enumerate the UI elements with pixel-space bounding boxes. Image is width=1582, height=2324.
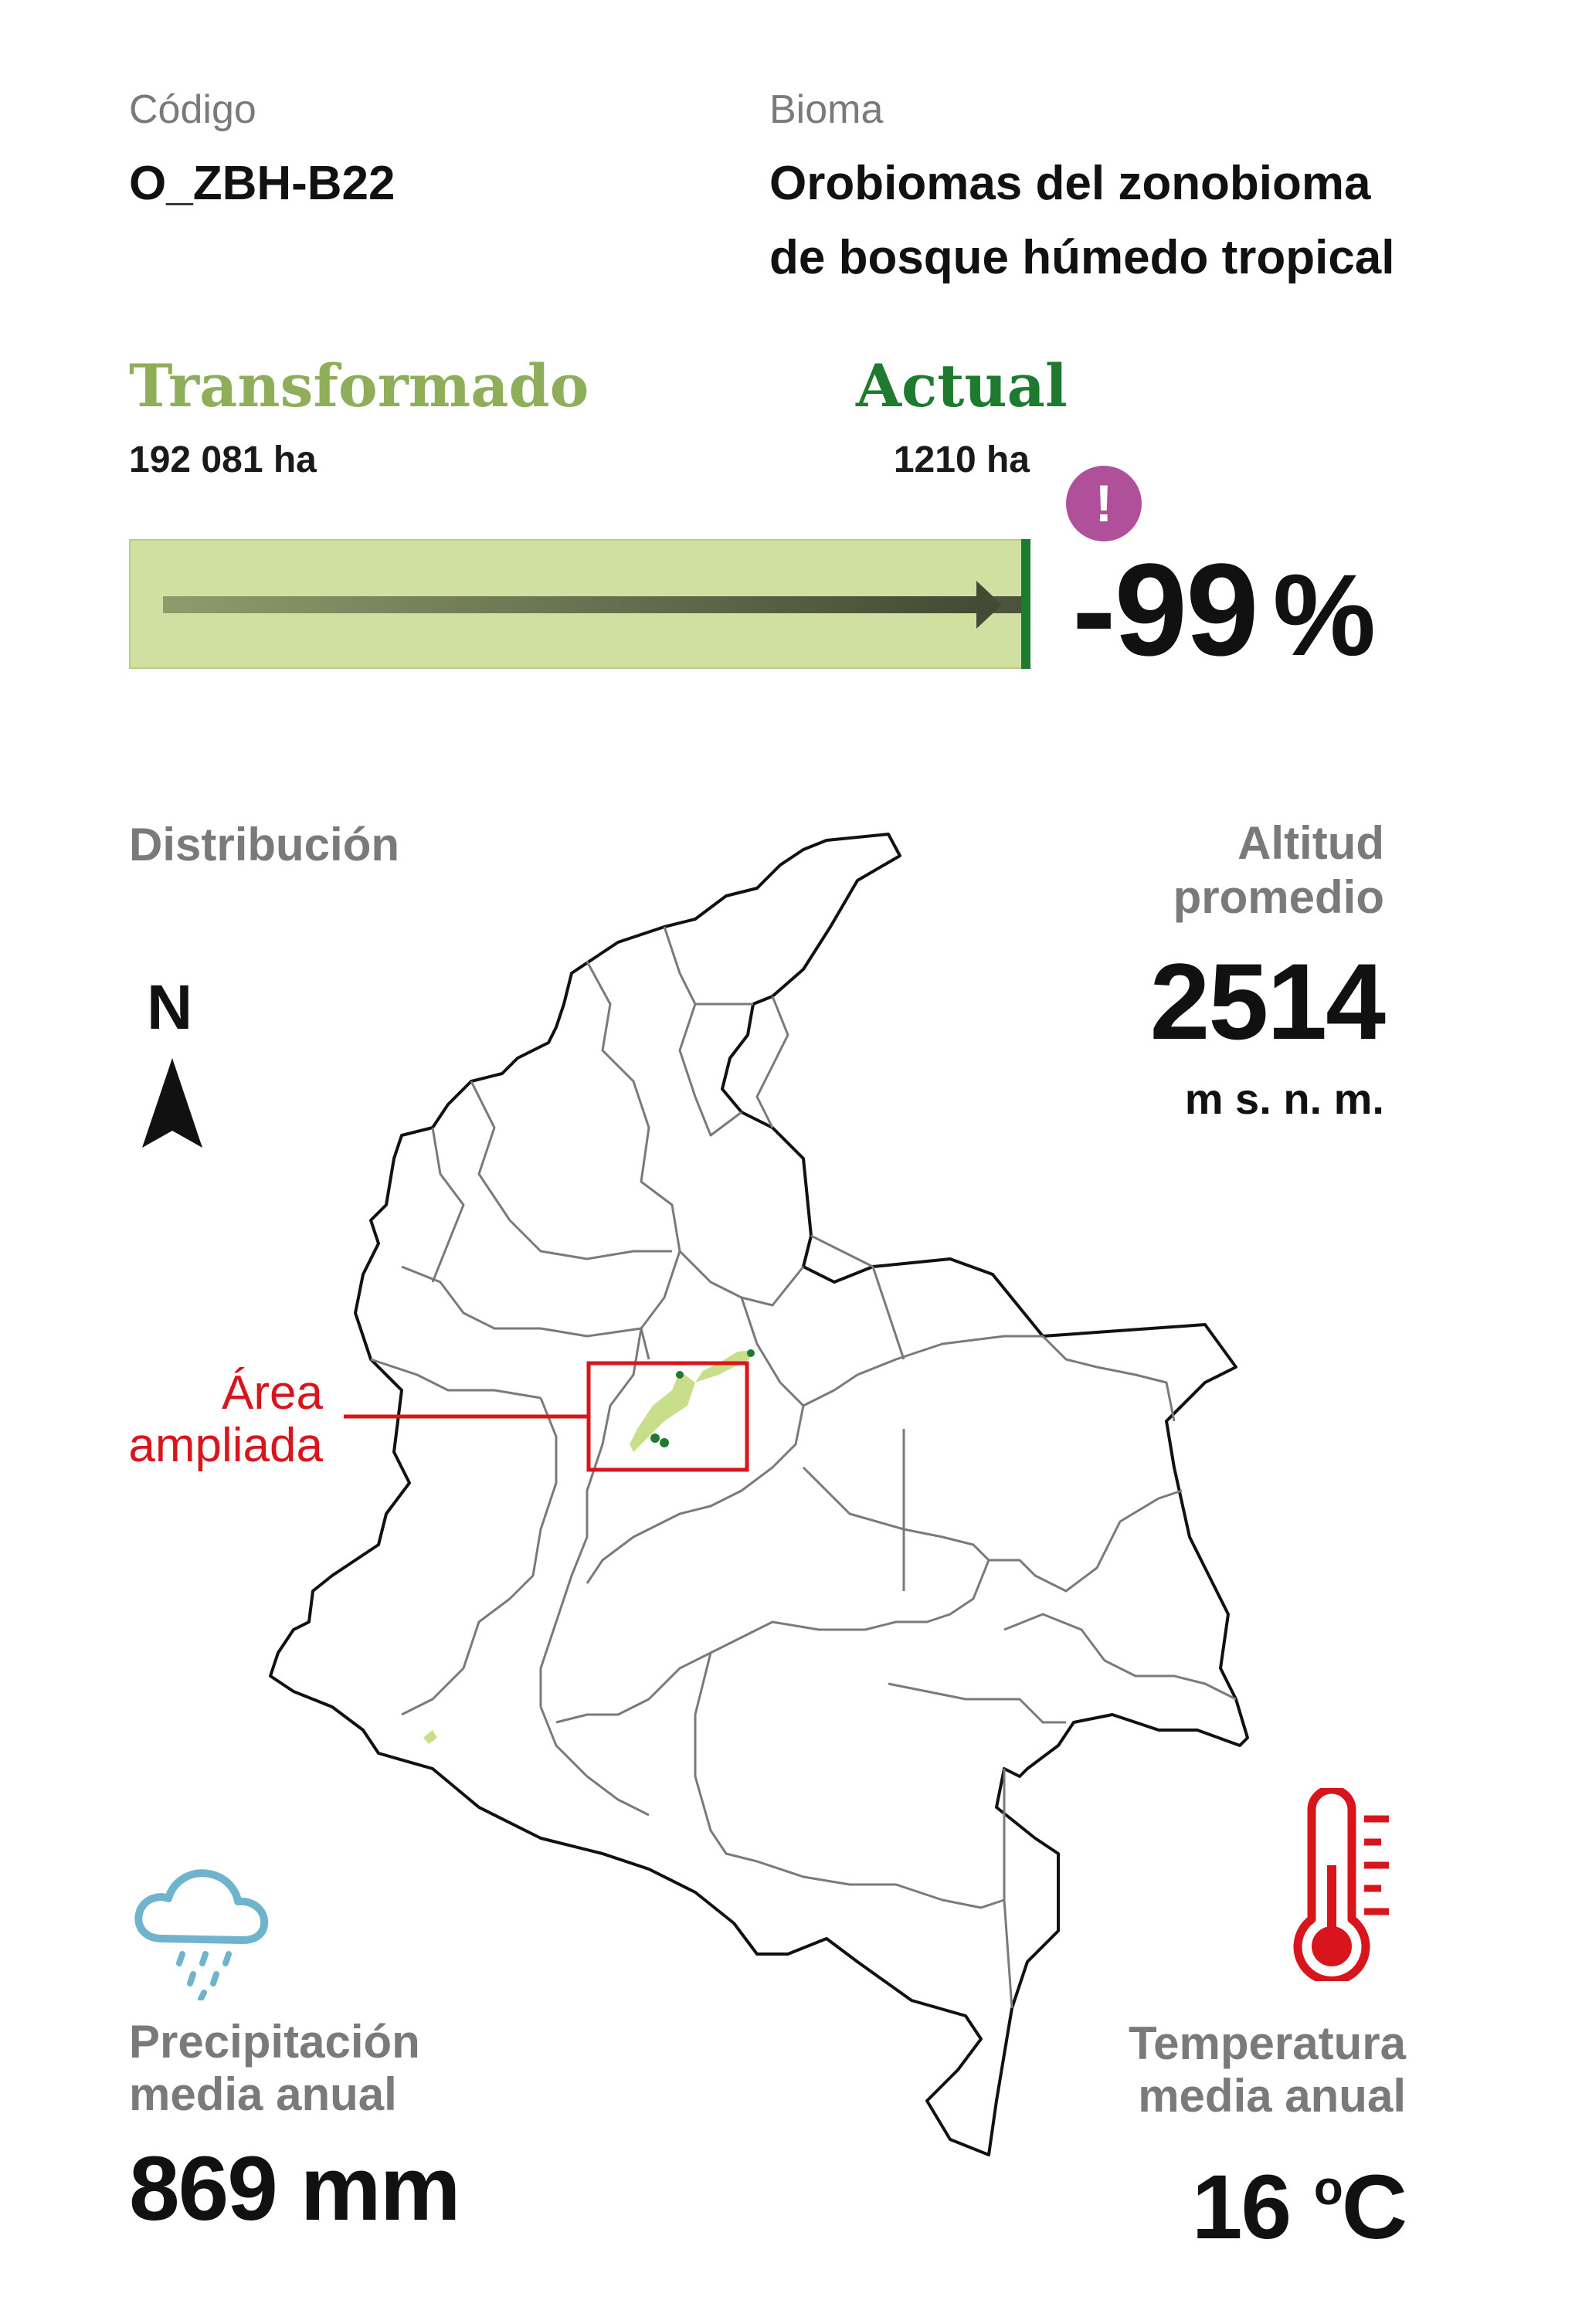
callout-line-2: ampliada <box>128 1419 323 1472</box>
bioma-line-2: de bosque húmedo tropical <box>769 231 1395 284</box>
precipitacion-label-2: media anual <box>129 2068 397 2120</box>
transformado-label: Transformado <box>129 351 589 420</box>
bioma-patch <box>630 1371 695 1452</box>
exclamation-icon: ! <box>1066 466 1142 541</box>
actual-label: Actual <box>856 351 1068 420</box>
bioma-patch <box>423 1730 437 1744</box>
actual-point <box>660 1438 669 1447</box>
temperatura-label-2: media anual <box>1138 2070 1406 2122</box>
codigo-value: O_ZBH-B22 <box>129 157 396 210</box>
precipitacion-value: 869 mm <box>129 2138 461 2240</box>
altitud-value: 2514 <box>1149 941 1386 1062</box>
bioma-label: Bioma <box>769 87 884 132</box>
thermometer-icon <box>1293 1788 1389 1981</box>
percent-value: -99 <box>1072 537 1259 684</box>
precipitacion-label-1: Precipitación <box>129 2016 420 2068</box>
temperatura-value-row: 16 oC <box>1066 2139 1407 2258</box>
actual-value: 1210 ha <box>893 439 1030 480</box>
actual-bar <box>1021 539 1030 669</box>
temperatura-degree: o <box>1313 2162 1343 2215</box>
transformado-bar <box>129 539 1030 669</box>
actual-point <box>676 1371 684 1379</box>
bioma-patch <box>695 1350 753 1383</box>
temperatura-value: 16 <box>1191 2156 1292 2258</box>
transformado-value: 192 081 ha <box>129 439 317 480</box>
colombia-map <box>269 833 1249 2156</box>
temperatura-label-1: Temperatura <box>1128 2017 1406 2069</box>
north-arrow-icon <box>142 1058 202 1148</box>
reduction-arrow <box>163 581 1029 629</box>
codigo-label: Código <box>129 87 256 132</box>
bioma-line-1: Orobiomas del zonobioma <box>769 157 1371 210</box>
callout-line-1: Área <box>222 1366 323 1420</box>
actual-point <box>650 1433 660 1443</box>
altitud-unit: m s. n. m. <box>1184 1074 1384 1123</box>
percent-unit: % <box>1272 550 1376 680</box>
distribucion-label: Distribución <box>129 819 400 870</box>
rain-cloud-icon <box>134 1869 269 2000</box>
actual-point <box>747 1349 755 1357</box>
percent-change: -99% <box>1072 541 1376 684</box>
altitud-label-1: Altitud <box>1237 817 1384 869</box>
north-label: N <box>147 972 193 1043</box>
altitud-label-2: promedio <box>1173 871 1384 923</box>
temperatura-unit: C <box>1341 2156 1407 2258</box>
